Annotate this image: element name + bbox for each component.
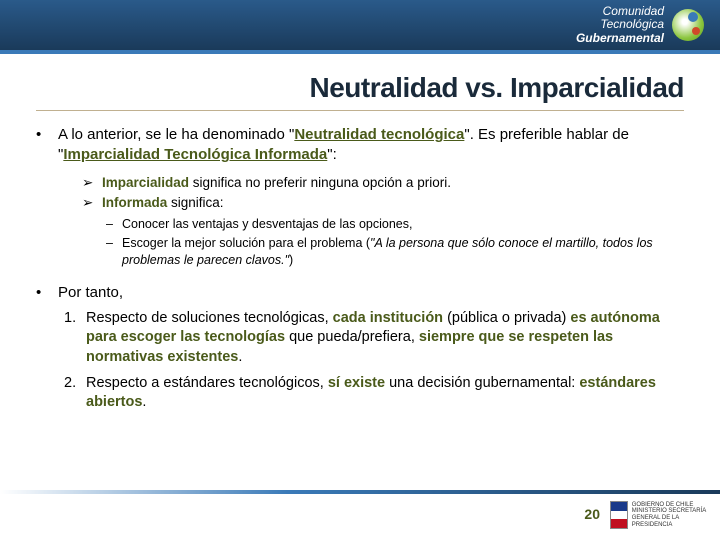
text-fragment: ): [289, 253, 293, 267]
main-bullet: • A lo anterior, se le ha denominado "Ne…: [36, 125, 684, 166]
flag-icon: [610, 501, 628, 529]
arrow-text: Informada significa:: [102, 194, 224, 212]
numbered-item: 2.Respecto a estándares tecnológicos, sí…: [64, 374, 684, 413]
main-bullet-text: A lo anterior, se le ha denominado "Neut…: [58, 125, 684, 166]
footer-rule: [0, 490, 720, 494]
brand-line3: Gubernamental: [576, 32, 664, 45]
brand-text: Comunidad Tecnológica Gubernamental: [576, 5, 664, 45]
numbered-item: 1.Respecto de soluciones tecnológicas, c…: [64, 309, 684, 368]
text-fragment: .: [142, 394, 146, 410]
dash-marker: –: [106, 235, 122, 269]
text-fragment: ":: [327, 146, 337, 163]
text-fragment: Respecto a estándares tecnológicos,: [86, 375, 328, 391]
arrow-sublist: ➢Imparcialidad significa no preferir nin…: [82, 174, 684, 212]
arrow-item: ➢Informada significa:: [82, 194, 684, 212]
bullet-marker: •: [36, 283, 58, 303]
por-tanto-bullet: • Por tanto,: [36, 283, 684, 303]
dash-text: Escoger la mejor solución para el proble…: [122, 235, 684, 269]
brand-line2: Tecnológica: [576, 18, 664, 31]
text-fragment: Escoger la mejor solución para el proble…: [122, 236, 370, 250]
arrow-text: Imparcialidad significa no preferir ning…: [102, 174, 451, 192]
body: • A lo anterior, se le ha denominado "Ne…: [36, 125, 684, 413]
bold-term: Informada: [102, 195, 167, 210]
footer-org-text: GOBIERNO DE CHILE MINISTERIO SECRETARÍA …: [632, 502, 710, 528]
arrow-marker: ➢: [82, 174, 102, 192]
footer: 20 GOBIERNO DE CHILE MINISTERIO SECRETAR…: [0, 490, 720, 540]
header-bar: Comunidad Tecnológica Gubernamental: [0, 0, 720, 50]
por-tanto-label: Por tanto,: [58, 283, 684, 303]
highlight-term: Imparcialidad Tecnológica Informada: [63, 146, 327, 163]
content-area: Neutralidad vs. Imparcialidad • A lo ant…: [0, 54, 720, 413]
globe-icon: [672, 9, 704, 41]
arrow-item: ➢Imparcialidad significa no preferir nin…: [82, 174, 684, 192]
text-fragment: significa:: [167, 195, 223, 210]
slide: Comunidad Tecnológica Gubernamental Neut…: [0, 0, 720, 540]
text-fragment: Respecto de soluciones tecnológicas,: [86, 310, 333, 326]
bold-term: cada institución: [333, 310, 443, 326]
dash-text: Conocer las ventajas y desventajas de la…: [122, 216, 412, 233]
dash-item: –Conocer las ventajas y desventajas de l…: [106, 216, 684, 233]
dash-item: –Escoger la mejor solución para el probl…: [106, 235, 684, 269]
numbered-text: Respecto a estándares tecnológicos, sí e…: [86, 374, 684, 413]
slide-title: Neutralidad vs. Imparcialidad: [36, 72, 684, 104]
text-fragment: (pública o privada): [443, 310, 570, 326]
text-fragment: .: [238, 349, 242, 365]
number-marker: 1.: [64, 309, 86, 368]
title-rule: [36, 110, 684, 111]
numbered-list: 1.Respecto de soluciones tecnológicas, c…: [64, 309, 684, 413]
numbered-text: Respecto de soluciones tecnológicas, cad…: [86, 309, 684, 368]
text-fragment: A lo anterior, se le ha denominado ": [58, 126, 294, 143]
text-fragment: una decisión gubernamental:: [385, 375, 579, 391]
text-fragment: que pueda/prefiera,: [285, 329, 419, 345]
highlight-term: Neutralidad tecnológica: [294, 126, 464, 143]
bold-term: sí existe: [328, 375, 385, 391]
footer-logo: GOBIERNO DE CHILE MINISTERIO SECRETARÍA …: [610, 496, 710, 534]
dash-sublist: –Conocer las ventajas y desventajas de l…: [106, 216, 684, 269]
page-number: 20: [584, 506, 600, 522]
bold-term: Imparcialidad: [102, 175, 189, 190]
dash-marker: –: [106, 216, 122, 233]
number-marker: 2.: [64, 374, 86, 413]
bullet-marker: •: [36, 125, 58, 166]
text-fragment: significa no preferir ninguna opción a p…: [189, 175, 451, 190]
header-brand: Comunidad Tecnológica Gubernamental: [576, 5, 704, 45]
arrow-marker: ➢: [82, 194, 102, 212]
